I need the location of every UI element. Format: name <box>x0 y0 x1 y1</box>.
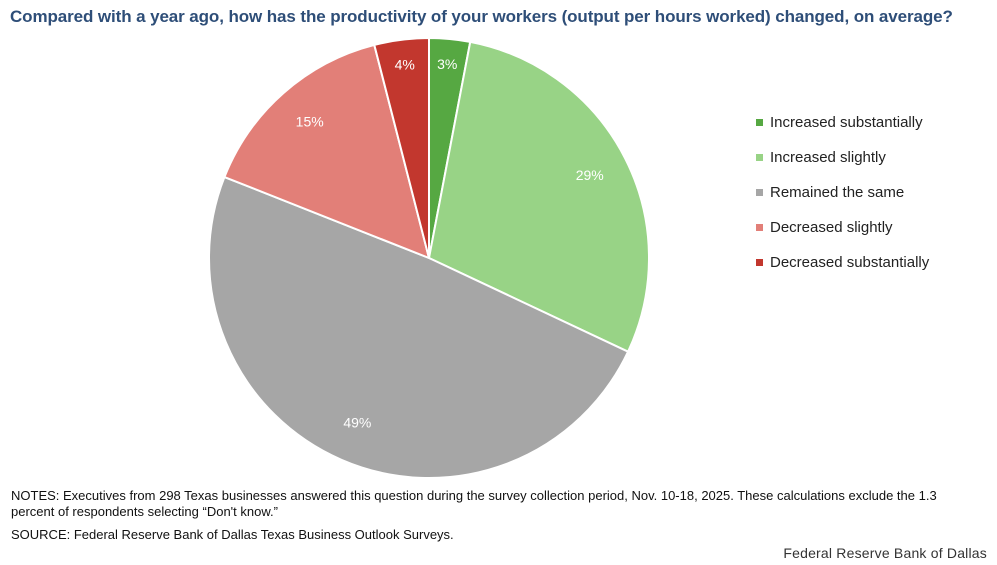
chart-title: Compared with a year ago, how has the pr… <box>10 7 953 26</box>
legend-swatch <box>756 154 763 161</box>
legend-label: Remained the same <box>770 184 905 201</box>
data-label-decreased-slightly: 15% <box>296 113 324 129</box>
data-label-decreased-substantially: 4% <box>395 57 415 73</box>
legend-item-increased-substantially: Increased substantially <box>756 105 986 140</box>
legend-item-increased-slightly: Increased slightly <box>756 140 986 175</box>
pie-slice-increased-slightly <box>427 40 650 354</box>
legend-item-decreased-slightly: Decreased slightly <box>756 210 986 245</box>
chart-source: SOURCE: Federal Reserve Bank of Dallas T… <box>11 527 454 542</box>
legend-label: Decreased slightly <box>770 219 893 236</box>
legend-item-remained-the-same: Remained the same <box>756 175 986 210</box>
chart-notes: NOTES: Executives from 298 Texas busines… <box>11 488 937 519</box>
legend-label: Increased substantially <box>770 114 923 131</box>
chart-legend: Increased substantially Increased slightl… <box>756 105 986 280</box>
legend-swatch <box>756 119 763 126</box>
pie-slice-decreased-slightly <box>223 43 431 260</box>
legend-label: Increased slightly <box>770 149 886 166</box>
data-label-increased-slightly: 29% <box>576 167 604 183</box>
legend-label: Decreased substantially <box>770 254 930 271</box>
brand-footer: Federal Reserve Bank of Dallas <box>783 545 987 561</box>
data-label-remained-the-same: 49% <box>343 414 371 430</box>
data-label-increased-substantially: 3% <box>437 56 457 72</box>
legend-swatch <box>756 189 763 196</box>
pie-slice-remained-the-same <box>208 175 630 479</box>
legend-swatch <box>756 224 763 231</box>
legend-swatch <box>756 259 763 266</box>
legend-item-decreased-substantially: Decreased substantially <box>756 245 986 280</box>
pie-slice-decreased-substantially <box>373 36 430 259</box>
